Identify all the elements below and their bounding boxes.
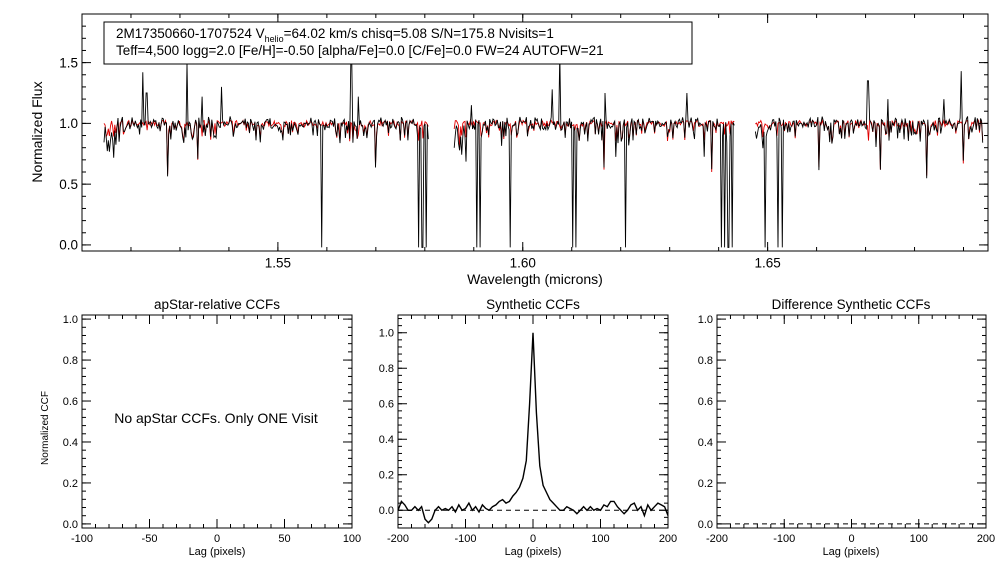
x-tick-label: 100 (591, 533, 609, 545)
y-tick-label: 0.4 (379, 434, 394, 446)
apstar-ccf-title: apStar-relative CCFs (154, 297, 280, 312)
x-tick-label: -50 (142, 533, 158, 545)
observed-spectrum-line (103, 52, 984, 248)
spectrum-panel: 1.55 1.60 1.65 0.0 0.5 1.0 1.5 2M17350660-1707… (29, 13, 989, 287)
difference-ccf-title: Difference Synthetic CCFs (772, 297, 931, 312)
synthetic-ccf-ticks: -200 -100 0 100 200 0.0 0.2 0.4 0.6 0.8 1.0 (379, 315, 677, 545)
x-tick-label: 1.60 (510, 256, 536, 271)
x-tick-label: 100 (910, 533, 928, 545)
spectrum-y-axis-label: Normalized Flux (29, 81, 45, 182)
y-tick-label: 0.6 (63, 396, 78, 408)
difference-ccf-panel: -200 -100 0 100 200 0.0 0.2 0.4 0.6 0.8 1.0 Differ… (698, 297, 995, 558)
apstar-ccf-ticks: -100 -50 0 50 100 0.0 0.2 0.4 0.6 0.8 1.0 (63, 314, 361, 545)
y-tick-label: 0.0 (63, 519, 78, 531)
y-tick-label: 1.5 (59, 55, 78, 70)
y-tick-label: 0.8 (698, 355, 713, 367)
y-tick-label: 1.0 (63, 314, 78, 326)
y-tick-label: 1.0 (59, 116, 78, 131)
y-tick-label: 0.0 (698, 519, 713, 531)
x-tick-label: 100 (343, 533, 361, 545)
annotation-box (103, 21, 693, 65)
annotation-line-1: 2M17350660-1707524 Vhelio=64.02 km/s chi… (116, 26, 554, 44)
observed-spectrum-series (103, 52, 984, 248)
difference-ccf-x-axis-label: Lag (pixels) (823, 546, 880, 558)
y-tick-label: 0.8 (63, 355, 78, 367)
spectrum-ticks: 1.55 1.60 1.65 0.0 0.5 1.0 1.5 (59, 13, 988, 271)
annotation-line-2: Teff=4,500 logg=2.0 [Fe/H]=-0.50 [alpha/… (116, 43, 604, 58)
x-tick-label: -200 (706, 533, 728, 545)
synthetic-ccf-series-line (397, 332, 669, 524)
x-tick-label: -200 (387, 533, 409, 545)
x-tick-label: 50 (278, 533, 290, 545)
y-tick-label: 0.0 (379, 505, 394, 517)
spectrum-x-axis-label: Wavelength (microns) (467, 271, 603, 287)
y-tick-label: 0.6 (379, 399, 394, 411)
y-tick-label: 0.6 (698, 396, 713, 408)
spectrum-axes-frame (81, 13, 989, 252)
x-tick-label: -100 (773, 533, 795, 545)
x-tick-label: 200 (977, 533, 995, 545)
x-tick-label: 1.65 (754, 256, 780, 271)
difference-ccf-axes-frame (716, 314, 987, 529)
difference-ccf-ticks: -200 -100 0 100 200 0.0 0.2 0.4 0.6 0.8 1.0 (698, 314, 995, 545)
y-tick-label: 1.0 (698, 314, 713, 326)
x-tick-label: 200 (659, 533, 677, 545)
y-tick-label: 0.2 (379, 470, 394, 482)
x-tick-label: -100 (454, 533, 476, 545)
x-tick-label: 1.55 (265, 256, 291, 271)
x-tick-label: 0 (530, 533, 536, 545)
x-tick-label: 0 (214, 533, 220, 545)
apstar-ccf-panel: -100 -50 0 50 100 0.0 0.2 0.4 0.6 0.8 1.0 apStar-r… (40, 297, 361, 558)
apstar-ccf-message: No apStar CCFs. Only ONE Visit (114, 410, 318, 426)
x-tick-label: -100 (71, 533, 93, 545)
y-tick-label: 0.2 (63, 478, 78, 490)
synthetic-ccf-x-axis-label: Lag (pixels) (505, 546, 562, 558)
y-tick-label: 0.4 (698, 437, 713, 449)
y-tick-label: 1.0 (379, 328, 394, 340)
synthetic-ccf-panel: -200 -100 0 100 200 0.0 0.2 0.4 0.6 0.8 1.0 Synthe… (379, 297, 677, 558)
y-tick-label: 0.4 (63, 437, 78, 449)
y-tick-label: 0.5 (59, 177, 78, 192)
y-tick-label: 0.0 (59, 238, 78, 253)
apstar-ccf-x-axis-label: Lag (pixels) (189, 546, 246, 558)
apstar-ccf-y-axis-label: Normalized CCF (40, 391, 51, 465)
synthetic-ccf-title: Synthetic CCFs (486, 297, 580, 312)
y-tick-label: 0.8 (379, 363, 394, 375)
x-tick-label: 0 (848, 533, 854, 545)
y-tick-label: 0.2 (698, 478, 713, 490)
